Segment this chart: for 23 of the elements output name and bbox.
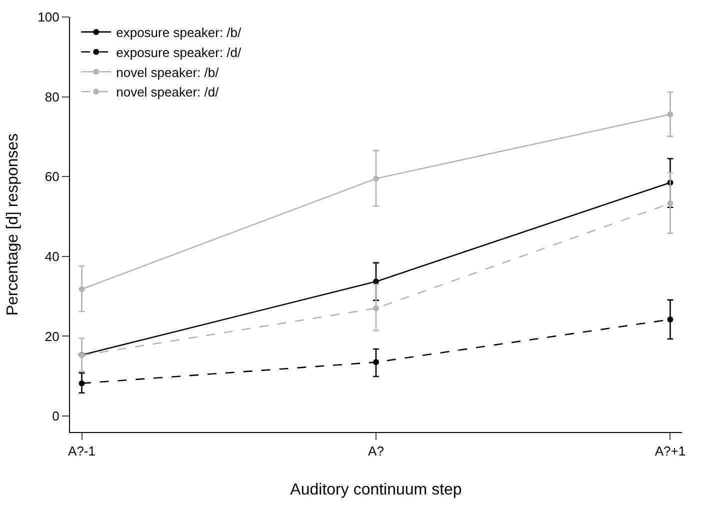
point [373,176,379,182]
x-tick-label: A?-1 [68,444,96,459]
legend-label: novel speaker: /d/ [116,84,220,100]
point [78,286,85,292]
point [667,111,674,118]
y-tick-label: 40 [44,248,60,264]
y-tick-label: 100 [38,10,60,25]
x-axis-title: Auditory continuum step [290,481,462,498]
legend-label: exposure speaker: /d/ [116,44,242,60]
y-axis-title: Percentage [d] responses [4,133,22,316]
point [667,316,674,322]
y-tick-label: 80 [44,89,60,104]
legend-label: novel speaker: /b/ [116,64,220,80]
legend-label: exposure speaker: /b/ [116,25,242,40]
y-tick-label: 0 [52,408,60,424]
point [78,380,85,386]
y-tick-label: 20 [44,328,60,344]
x-tick-label: A? [368,444,384,459]
x-tick-label: A?+1 [654,444,686,459]
point [373,359,379,366]
point [667,200,674,206]
point [373,305,379,312]
y-tick-label: 60 [44,169,60,184]
